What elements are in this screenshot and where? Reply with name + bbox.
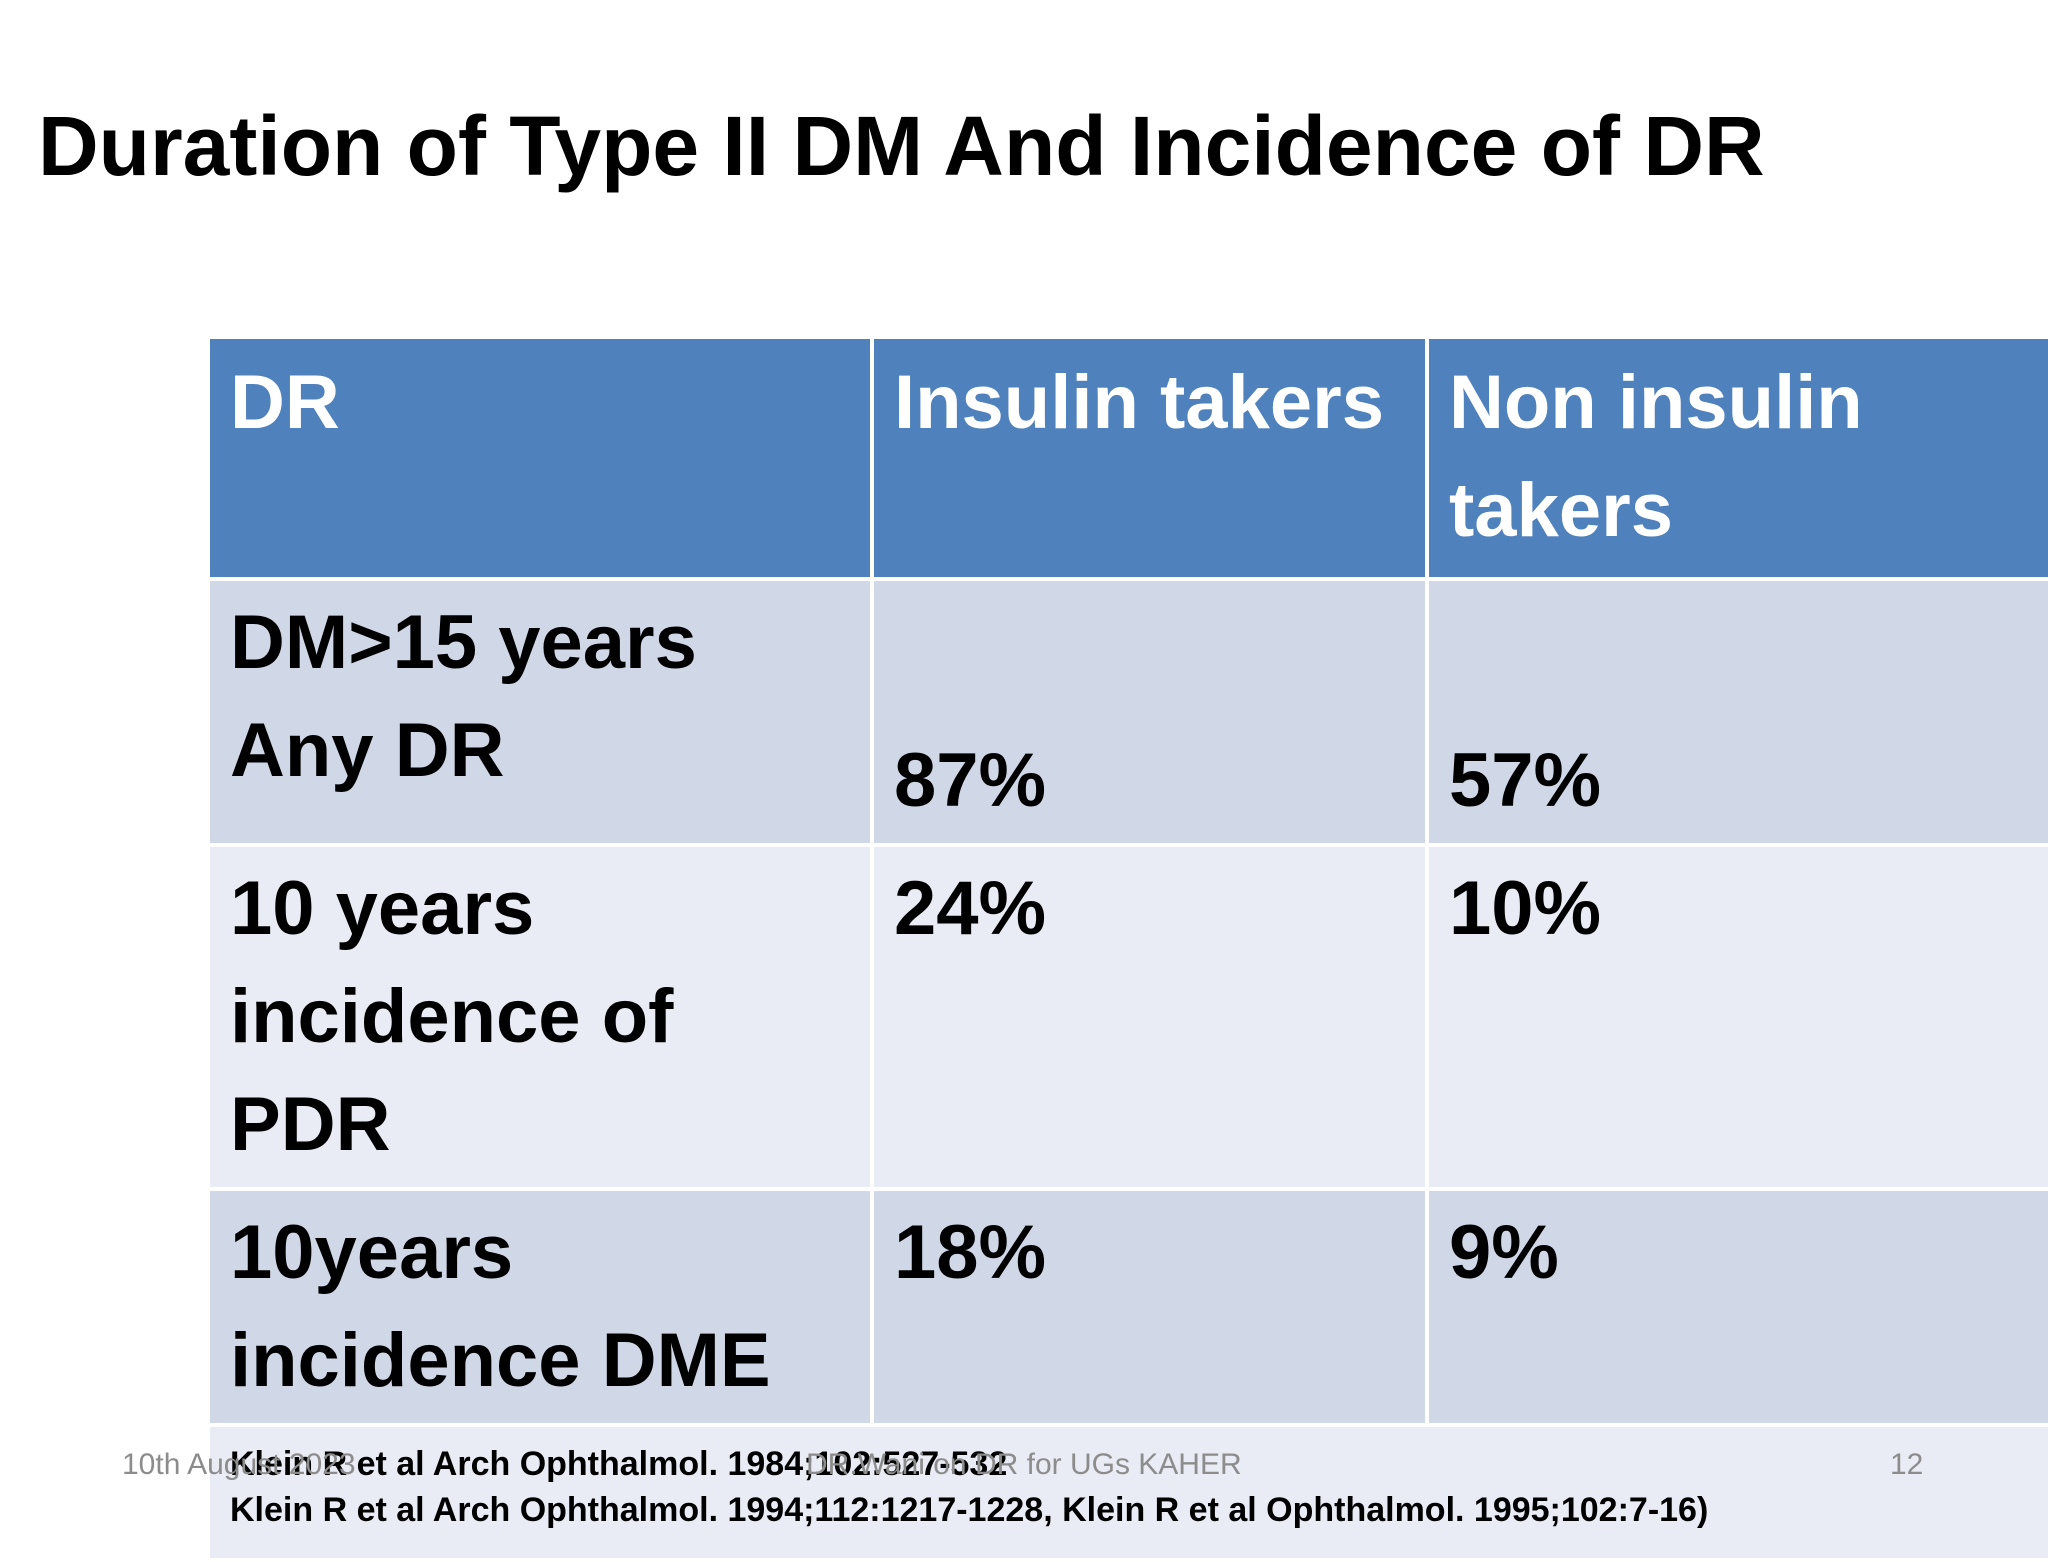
non-insulin-takers-value: 10% <box>1425 843 2048 1191</box>
row-label: 10years incidence DME <box>206 1186 874 1427</box>
references-row: Klein R et al Arch Ophthalmol. 1984;102:… <box>206 1422 2048 1562</box>
column-header-non-insulin-takers: Non insulin takers <box>1425 335 2048 581</box>
insulin-takers-value: 87% <box>870 577 1429 847</box>
column-header-dr: DR <box>206 335 874 581</box>
reference-line: Klein R et al Arch Ophthalmol. 1994;112:… <box>230 1491 1709 1530</box>
slide-title: Duration of Type II DM And Incidence of … <box>38 99 1765 193</box>
non-insulin-takers-value: 57% <box>1425 577 2048 847</box>
row-label: 10 years incidence of PDR <box>206 843 874 1191</box>
table-header-row: DR Insulin takers Non insulin takers <box>206 335 2048 581</box>
insulin-takers-value: 24% <box>870 843 1429 1191</box>
non-insulin-takers-value: 9% <box>1425 1186 2048 1427</box>
incidence-table: DR Insulin takers Non insulin takers DM>… <box>206 335 2048 1562</box>
footer-date: 10th August 2023 <box>122 1448 356 1481</box>
table-row: 10years incidence DME 18% 9% <box>206 1186 2048 1427</box>
insulin-takers-value: 18% <box>870 1186 1429 1427</box>
row-label: DM>15 years Any DR <box>206 577 874 847</box>
reference-line: Klein R et al Arch Ophthalmol. 1984;102:… <box>230 1444 1008 1483</box>
table-row: 10 years incidence of PDR 24% 10% <box>206 843 2048 1191</box>
slide-number: 12 <box>1890 1448 1924 1481</box>
column-header-insulin-takers: Insulin takers <box>870 335 1429 581</box>
table-row: DM>15 years Any DR 87% 57% <box>206 577 2048 847</box>
references-cell: Klein R et al Arch Ophthalmol. 1984;102:… <box>206 1422 2048 1562</box>
footer-presenter: DR.Wani on DR for UGs KAHER <box>806 1448 1242 1481</box>
